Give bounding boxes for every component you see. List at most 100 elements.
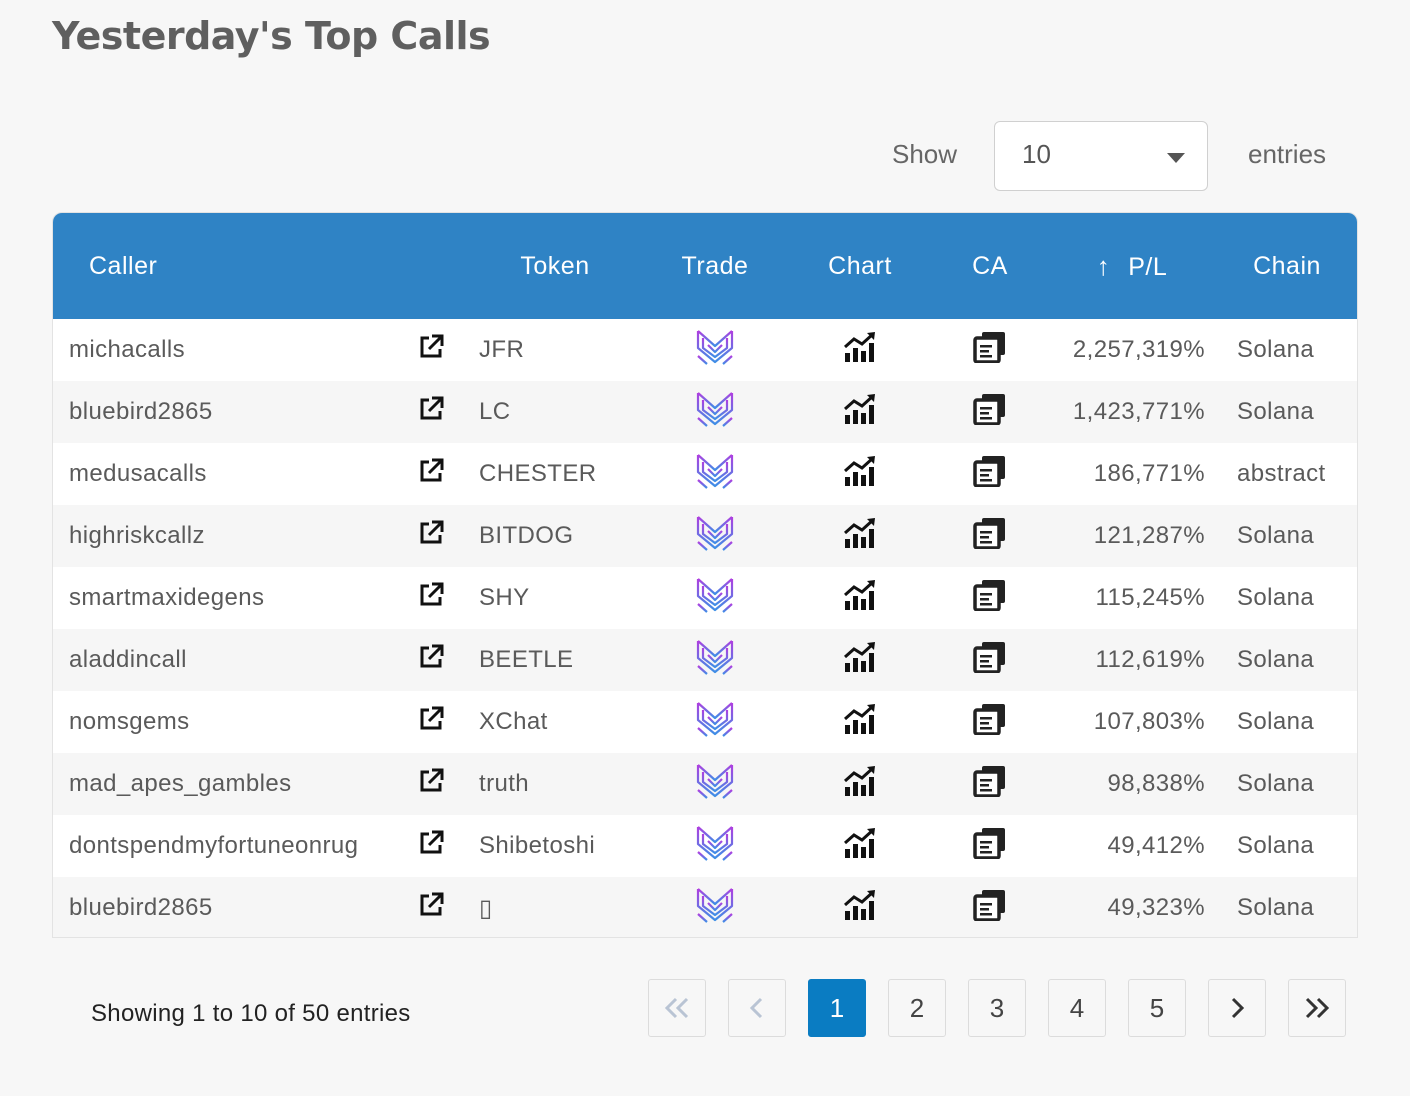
profit-loss-value: 112,619%: [1095, 646, 1205, 673]
table-row: michacalls JFR 2,257,319% Solana: [53, 319, 1357, 381]
chart-growth-icon[interactable]: [843, 393, 877, 432]
chevron-left-icon: [749, 997, 763, 1019]
chain-name: Solana: [1237, 770, 1315, 797]
copy-address-icon[interactable]: [973, 331, 1007, 370]
external-link-icon[interactable]: [417, 457, 445, 492]
double-chevron-right-icon: [1305, 997, 1330, 1019]
previous-page-button[interactable]: [728, 979, 786, 1037]
external-link-icon[interactable]: [417, 643, 445, 678]
table-row: nomsgems XChat 107,803% Solana: [53, 691, 1357, 753]
chain-name: Solana: [1237, 646, 1315, 673]
column-header-trade[interactable]: Trade: [681, 251, 749, 280]
chain-name: Solana: [1237, 832, 1315, 859]
trade-logo-icon[interactable]: [695, 576, 735, 621]
chart-growth-icon[interactable]: [843, 331, 877, 370]
caller-name[interactable]: smartmaxidegens: [69, 584, 265, 611]
external-link-icon[interactable]: [417, 333, 445, 368]
top-calls-table-container: Caller Token Trade Chart CA ↑ P/L Chain m…: [52, 212, 1358, 938]
external-link-icon[interactable]: [417, 891, 445, 926]
column-header-link: [395, 213, 467, 319]
column-header-ca[interactable]: CA: [972, 251, 1008, 280]
last-page-button[interactable]: [1288, 979, 1346, 1037]
trade-logo-icon[interactable]: [695, 390, 735, 435]
external-link-icon[interactable]: [417, 767, 445, 802]
copy-address-icon[interactable]: [973, 517, 1007, 556]
trade-logo-icon[interactable]: [695, 452, 735, 497]
entries-per-page-select[interactable]: 10: [994, 121, 1208, 191]
chart-growth-icon[interactable]: [843, 579, 877, 618]
chart-growth-icon[interactable]: [843, 765, 877, 804]
caller-name[interactable]: aladdincall: [69, 646, 187, 673]
chart-growth-icon[interactable]: [843, 517, 877, 556]
external-link-icon[interactable]: [417, 705, 445, 740]
column-header-chart[interactable]: Chart: [828, 251, 892, 280]
profit-loss-value: 1,423,771%: [1072, 398, 1205, 425]
profit-loss-value: 49,412%: [1107, 832, 1205, 859]
column-header-pl[interactable]: ↑ P/L: [1047, 213, 1217, 319]
copy-address-icon[interactable]: [973, 393, 1007, 432]
first-page-button[interactable]: [648, 979, 706, 1037]
next-page-button[interactable]: [1208, 979, 1266, 1037]
external-link-icon[interactable]: [417, 519, 445, 554]
external-link-icon[interactable]: [417, 829, 445, 864]
chain-name: Solana: [1237, 894, 1315, 921]
token-symbol: CHESTER: [479, 460, 597, 487]
chart-growth-icon[interactable]: [843, 455, 877, 494]
caller-name[interactable]: michacalls: [69, 336, 186, 363]
table-row: aladdincall BEETLE 112,619% Solana: [53, 629, 1357, 691]
page-button-5[interactable]: 5: [1128, 979, 1186, 1037]
caller-name[interactable]: nomsgems: [69, 708, 190, 735]
table-row: medusacalls CHESTER 186,771% abstract: [53, 443, 1357, 505]
caret-down-icon: [1167, 153, 1185, 163]
trade-logo-icon[interactable]: [695, 886, 735, 931]
profit-loss-value: 98,838%: [1107, 770, 1205, 797]
token-symbol: truth: [479, 770, 530, 797]
token-symbol: XChat: [479, 708, 548, 735]
page-button-4[interactable]: 4: [1048, 979, 1106, 1037]
caller-name[interactable]: bluebird2865: [69, 894, 213, 921]
copy-address-icon[interactable]: [973, 703, 1007, 742]
double-chevron-left-icon: [664, 997, 689, 1019]
trade-logo-icon[interactable]: [695, 638, 735, 683]
external-link-icon[interactable]: [417, 395, 445, 430]
copy-address-icon[interactable]: [973, 889, 1007, 928]
copy-address-icon[interactable]: [973, 579, 1007, 618]
column-header-caller[interactable]: Caller: [89, 251, 158, 280]
table-info: Showing 1 to 10 of 50 entries: [91, 1000, 411, 1027]
chart-growth-icon[interactable]: [843, 703, 877, 742]
token-symbol: SHY: [479, 584, 530, 611]
profit-loss-value: 115,245%: [1095, 584, 1205, 611]
copy-address-icon[interactable]: [973, 641, 1007, 680]
caller-name[interactable]: medusacalls: [69, 460, 207, 487]
table-header-row: Caller Token Trade Chart CA ↑ P/L Chain: [53, 213, 1357, 319]
page-title: Yesterday's Top Calls: [52, 14, 491, 58]
page-button-1[interactable]: 1: [808, 979, 866, 1037]
copy-address-icon[interactable]: [973, 827, 1007, 866]
chart-growth-icon[interactable]: [843, 827, 877, 866]
chart-growth-icon[interactable]: [843, 641, 877, 680]
copy-address-icon[interactable]: [973, 765, 1007, 804]
table-row: smartmaxidegens SHY 115,245% Solana: [53, 567, 1357, 629]
copy-address-icon[interactable]: [973, 455, 1007, 494]
page-button-3[interactable]: 3: [968, 979, 1026, 1037]
trade-logo-icon[interactable]: [695, 700, 735, 745]
table-row: highriskcallz BITDOG 121,287% Solana: [53, 505, 1357, 567]
trade-logo-icon[interactable]: [695, 514, 735, 559]
chain-name: Solana: [1237, 522, 1315, 549]
chain-name: Solana: [1237, 584, 1315, 611]
caller-name[interactable]: dontspendmyfortuneonrug: [69, 832, 359, 859]
trade-logo-icon[interactable]: [695, 328, 735, 373]
token-symbol: BEETLE: [479, 646, 574, 673]
page-button-2[interactable]: 2: [888, 979, 946, 1037]
chart-growth-icon[interactable]: [843, 889, 877, 928]
trade-logo-icon[interactable]: [695, 824, 735, 869]
caller-name[interactable]: mad_apes_gambles: [69, 770, 292, 797]
external-link-icon[interactable]: [417, 581, 445, 616]
column-header-chain[interactable]: Chain: [1253, 251, 1321, 280]
table-row: bluebird2865 LC 1,423,771% Solana: [53, 381, 1357, 443]
caller-name[interactable]: highriskcallz: [69, 522, 205, 549]
column-header-pl-label: P/L: [1128, 252, 1168, 281]
column-header-token[interactable]: Token: [520, 251, 590, 280]
trade-logo-icon[interactable]: [695, 762, 735, 807]
caller-name[interactable]: bluebird2865: [69, 398, 213, 425]
